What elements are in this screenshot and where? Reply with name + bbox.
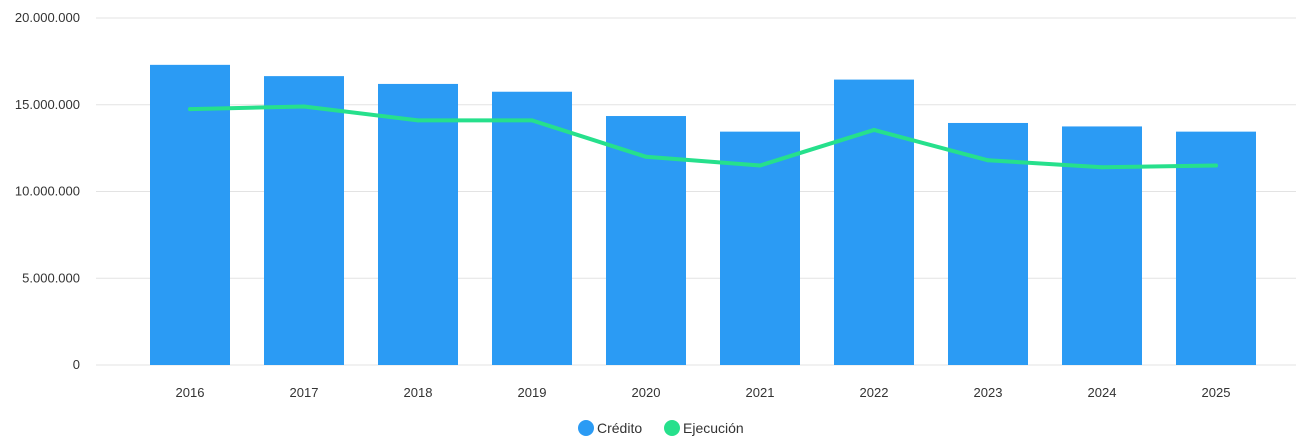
y-tick-label: 20.000.000 (15, 10, 80, 25)
x-tick-label: 2017 (290, 385, 319, 400)
legend: Crédito Ejecución (578, 420, 744, 436)
bar-credito-2016[interactable] (150, 64, 230, 365)
bar-credito-2020[interactable] (606, 116, 686, 365)
point-ejecucion-2021[interactable] (758, 163, 762, 168)
bar-credito-2022[interactable] (834, 79, 914, 365)
x-tick-label: 2020 (632, 385, 661, 400)
legend-label: Ejecución (683, 420, 744, 436)
legend-swatch (664, 420, 680, 436)
ejecucion-line-series (188, 104, 1218, 170)
point-ejecucion-2020[interactable] (644, 154, 648, 159)
x-tick-label: 2016 (176, 385, 205, 400)
point-ejecucion-2018[interactable] (416, 118, 420, 123)
x-tick-label: 2022 (860, 385, 889, 400)
x-tick-label: 2024 (1088, 385, 1117, 400)
point-ejecucion-2019[interactable] (530, 118, 534, 123)
bar-credito-2017[interactable] (264, 76, 344, 365)
point-ejecucion-2023[interactable] (986, 158, 990, 163)
point-ejecucion-2016[interactable] (188, 107, 192, 112)
x-tick-label: 2023 (974, 385, 1003, 400)
bar-credito-2019[interactable] (492, 91, 572, 366)
point-ejecucion-2024[interactable] (1100, 165, 1104, 170)
point-ejecucion-2022[interactable] (872, 127, 876, 132)
bar-credito-2025[interactable] (1176, 131, 1256, 365)
bar-credito-2021[interactable] (720, 131, 800, 365)
legend-swatch (578, 420, 594, 436)
bar-credito-2024[interactable] (1062, 126, 1142, 365)
point-ejecucion-2017[interactable] (302, 104, 306, 109)
x-tick-label: 2025 (1202, 385, 1231, 400)
legend-item-1[interactable]: Ejecución (664, 420, 744, 436)
y-axis-ticks: 0 5.000.000 10.000.000 15.000.000 20.000.000 (15, 10, 80, 372)
y-tick-label: 0 (73, 357, 80, 372)
bar-credito-2018[interactable] (378, 83, 458, 366)
legend-item-0[interactable]: Crédito (578, 420, 642, 436)
line-ejecucion[interactable] (188, 104, 1218, 170)
credito-bars (150, 64, 1256, 366)
y-tick-label: 10.000.000 (15, 184, 80, 199)
y-tick-label: 5.000.000 (22, 270, 80, 285)
x-tick-label: 2021 (746, 385, 775, 400)
x-tick-label: 2018 (404, 385, 433, 400)
legend-label: Crédito (597, 420, 642, 436)
x-tick-label: 2019 (518, 385, 547, 400)
y-tick-label: 15.000.000 (15, 97, 80, 112)
point-ejecucion-2025[interactable] (1214, 163, 1218, 168)
x-axis-ticks: 2016 2017 2018 2019 2020 2021 2022 2023 2024 2025 (176, 385, 1231, 400)
